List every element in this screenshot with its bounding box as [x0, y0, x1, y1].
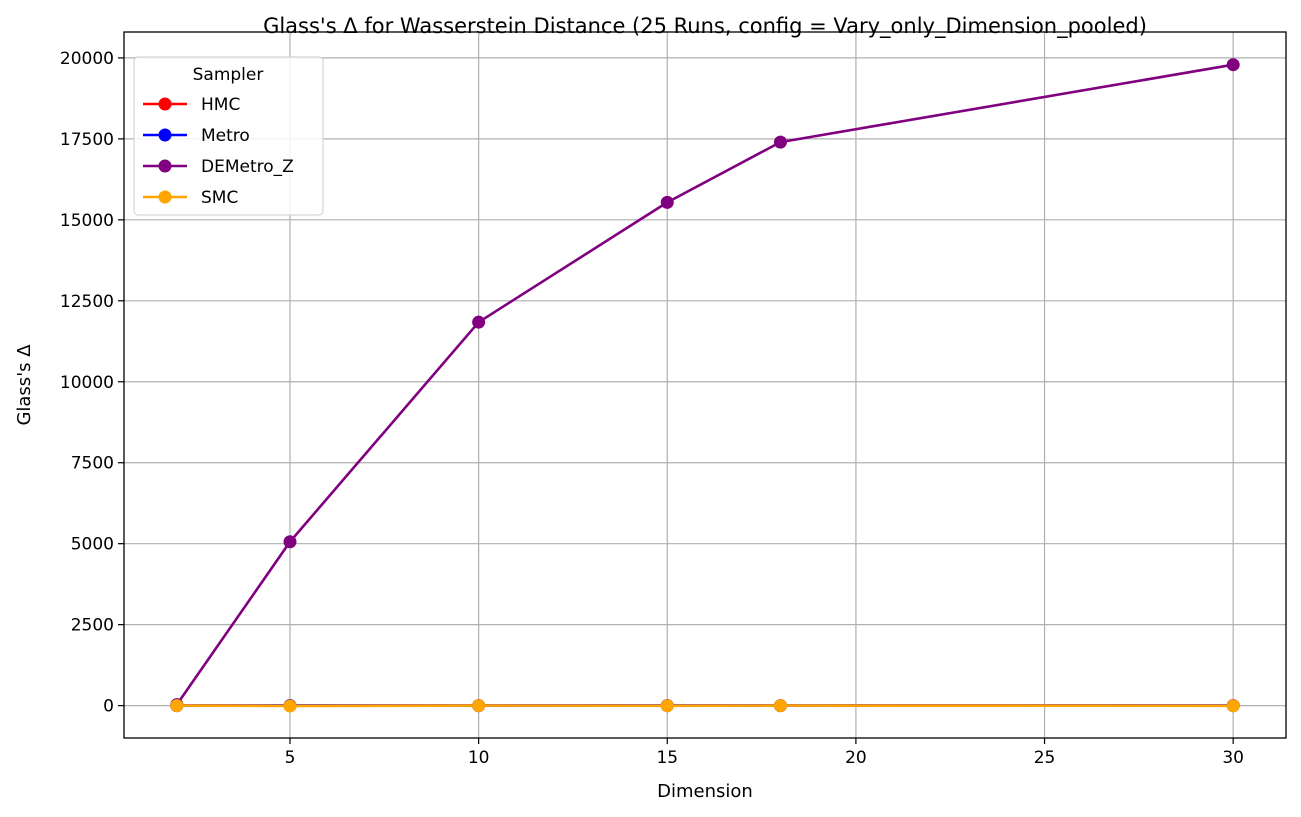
series-demetro-z: [170, 58, 1240, 712]
y-tick-label: 12500: [60, 292, 114, 312]
series-layer: [170, 58, 1240, 713]
y-tick-label: 7500: [71, 454, 114, 474]
legend-title: Sampler: [193, 65, 264, 85]
y-tick-label: 17500: [60, 130, 114, 150]
data-point-smc: [283, 699, 297, 713]
x-tick-label: 20: [845, 748, 867, 768]
y-axis-title: Glass's Δ: [14, 344, 35, 426]
chart-title: Glass's Δ for Wasserstein Distance (25 R…: [263, 14, 1147, 39]
data-point-demetro-z: [660, 195, 674, 209]
legend-label: Metro: [201, 126, 250, 146]
x-axis-title: Dimension: [657, 781, 753, 802]
x-tick-label: 15: [656, 748, 678, 768]
legend-label: HMC: [201, 95, 240, 115]
y-tick-label: 10000: [60, 373, 114, 393]
legend: Sampler HMC Metro DEMetro_Z SMC: [133, 56, 324, 216]
data-point-demetro-z: [283, 535, 297, 549]
data-point-smc: [1226, 699, 1240, 713]
x-tick-label: 30: [1222, 748, 1244, 768]
data-point-demetro-z: [472, 315, 486, 329]
y-tick-label: 2500: [71, 616, 114, 636]
series-line-demetro-z: [175, 63, 1234, 706]
series-smc: [170, 699, 1240, 713]
legend-swatch-marker: [158, 128, 172, 142]
legend-swatch-marker: [158, 190, 172, 204]
grid: [124, 32, 1286, 738]
y-tick-label: 20000: [60, 49, 114, 69]
data-point-smc: [472, 699, 486, 713]
data-point-smc: [170, 699, 184, 713]
legend-swatch-marker: [158, 97, 172, 111]
data-point-demetro-z: [773, 135, 787, 149]
y-tick-label: 15000: [60, 211, 114, 231]
legend-entry-metro: Metro: [143, 126, 250, 146]
x-tick-label: 25: [1034, 748, 1056, 768]
y-tick-label: 5000: [71, 535, 114, 555]
legend-label: DEMetro_Z: [201, 157, 294, 177]
legend-entry-hmc: HMC: [143, 95, 240, 115]
ticks: 5 10 15 20 25 30 0 2500 5000 7500 10000 12500 15000 1…: [60, 49, 1244, 768]
data-point-smc: [773, 699, 787, 713]
legend-box: [133, 56, 324, 216]
plot-frame: [123, 31, 1287, 739]
legend-entry-demetro-z: DEMetro_Z: [143, 157, 294, 177]
x-tick-label: 5: [285, 748, 296, 768]
data-point-demetro-z: [1226, 58, 1240, 72]
data-point-smc: [660, 699, 674, 713]
x-tick-label: 10: [468, 748, 490, 768]
y-tick-label: 0: [103, 697, 114, 717]
legend-entries: HMC Metro DEMetro_Z SMC: [143, 95, 294, 208]
legend-label: SMC: [201, 188, 238, 208]
legend-swatch-marker: [158, 159, 172, 173]
legend-entry-smc: SMC: [143, 188, 238, 208]
